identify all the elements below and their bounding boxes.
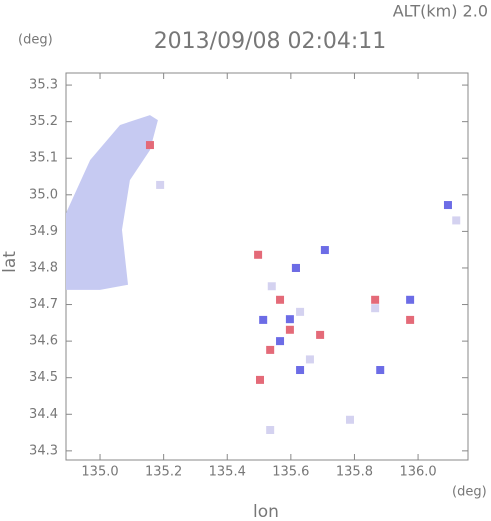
x-unit: (deg)	[452, 485, 487, 500]
echo-point	[267, 282, 276, 291]
y-tick-label: 35.0	[29, 187, 58, 202]
echo-point	[266, 345, 275, 354]
echo-point	[259, 315, 268, 324]
y-tick-label: 34.7	[29, 297, 58, 312]
x-tick-label: 135.6	[272, 465, 309, 480]
x-axis-label: lon	[253, 502, 279, 521]
x-tick-label: 135.8	[336, 465, 373, 480]
echo-point	[371, 295, 380, 304]
y-tick-label: 35.2	[29, 114, 58, 129]
y-unit: (deg)	[18, 33, 53, 48]
x-tick-label: 135.0	[81, 465, 118, 480]
echo-point	[346, 415, 355, 424]
echo-point	[316, 330, 325, 339]
echo-area	[66, 115, 158, 290]
y-tick-label: 34.8	[29, 260, 58, 275]
echo-point	[320, 246, 329, 255]
echo-point	[305, 355, 314, 364]
y-tick-label: 34.9	[29, 224, 58, 239]
altitude-label: ALT(km) 2.0	[393, 2, 488, 21]
echo-point	[406, 315, 415, 324]
echo-point	[276, 295, 285, 304]
echo-point	[256, 375, 265, 384]
echo-point	[296, 366, 305, 375]
x-tick-label: 136.0	[399, 465, 436, 480]
echo-point	[376, 366, 385, 375]
echo-point	[276, 337, 285, 346]
echo-point	[291, 263, 300, 272]
echo-point	[452, 216, 461, 225]
y-tick-label: 35.1	[29, 151, 58, 166]
echo-point	[145, 141, 154, 150]
y-tick-label: 34.5	[29, 370, 58, 385]
echo-point	[156, 180, 165, 189]
echo-point	[406, 295, 415, 304]
echo-point	[285, 325, 294, 334]
y-tick-label: 34.3	[29, 443, 58, 458]
y-tick-label: 35.3	[29, 78, 58, 93]
x-tick-label: 135.4	[209, 465, 246, 480]
echo-point	[296, 307, 305, 316]
y-axis-label: lat	[0, 251, 20, 273]
echo-point	[371, 304, 380, 313]
echo-point	[266, 426, 275, 435]
echo-point	[285, 315, 294, 324]
y-tick-label: 34.6	[29, 334, 58, 349]
x-tick-label: 135.2	[145, 465, 182, 480]
echo-point	[254, 250, 263, 259]
echo-point	[443, 201, 452, 210]
y-tick-label: 34.4	[29, 407, 58, 422]
chart-title: 2013/09/08 02:04:11	[154, 29, 387, 54]
